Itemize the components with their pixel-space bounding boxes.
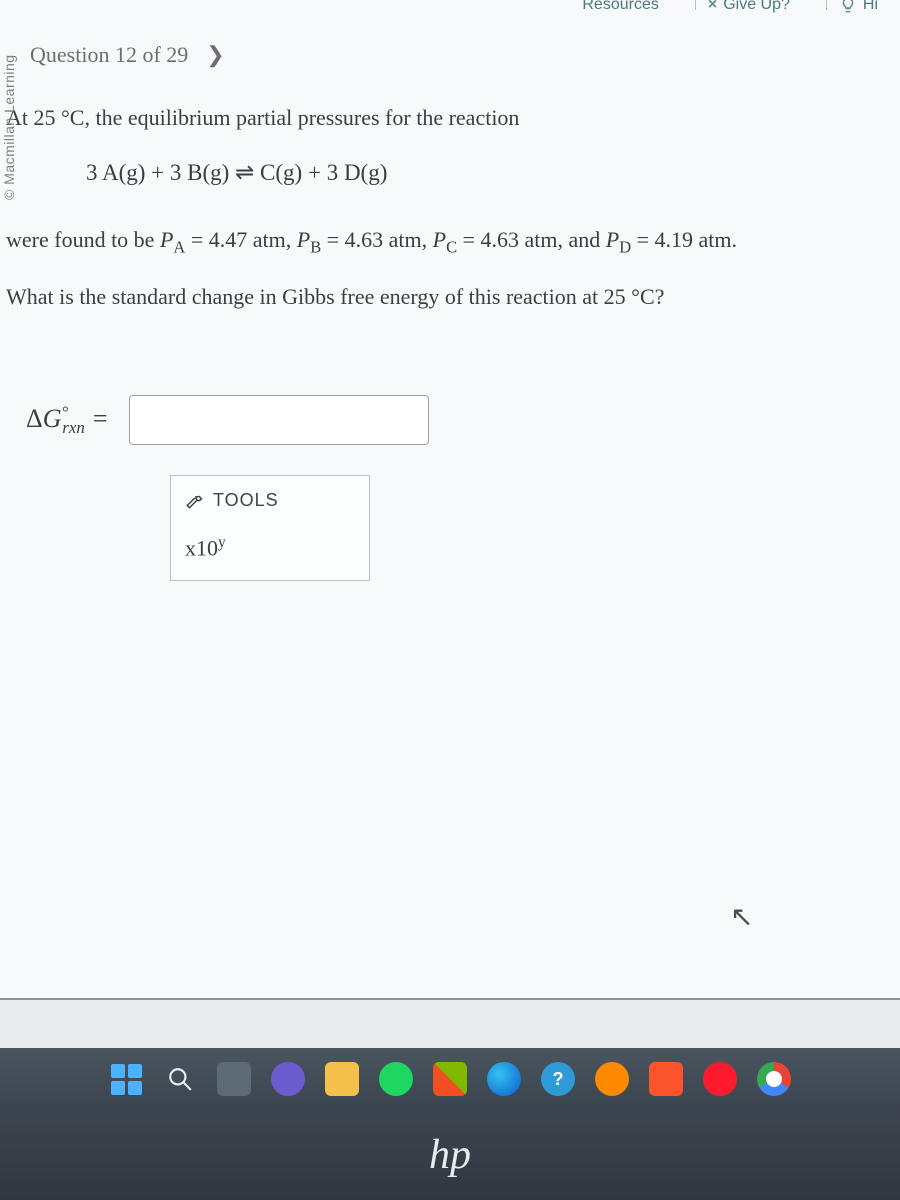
wrench-icon (185, 492, 203, 510)
hint-button[interactable]: Hi (826, 0, 890, 10)
search-icon[interactable] (163, 1062, 197, 1096)
sci-notation-button[interactable]: x10y (171, 526, 369, 581)
help-icon[interactable]: ? (541, 1062, 575, 1096)
file-explorer-icon[interactable] (325, 1062, 359, 1096)
app-orange-icon[interactable] (595, 1062, 629, 1096)
txt: were found to be (6, 227, 160, 252)
give-up-x-icon: × (708, 0, 717, 14)
tools-panel: TOOLS x10y (170, 475, 370, 581)
pc-val: = 4.63 atm, and (457, 227, 606, 252)
question-counter: Question 12 of 29 (30, 42, 188, 68)
chat-icon[interactable] (271, 1062, 305, 1096)
lightbulb-icon (839, 0, 857, 14)
opera-icon[interactable] (703, 1062, 737, 1096)
rxn: rxn (62, 418, 85, 437)
next-question-chevron-icon[interactable]: ❯ (206, 42, 224, 68)
sci-base: x10 (185, 535, 218, 560)
question-line-1: At 25 °C, the equilibrium partial pressu… (6, 100, 880, 136)
chrome-icon[interactable] (757, 1062, 791, 1096)
pb-lbl: P (297, 227, 310, 252)
pd-sub: D (619, 238, 631, 257)
question-line-2: were found to be PA = 4.47 atm, PB = 4.6… (6, 222, 880, 261)
task-view-icon[interactable] (217, 1062, 251, 1096)
laptop-bezel: hp (0, 1110, 900, 1200)
eq: = (85, 404, 109, 433)
answer-input[interactable] (129, 395, 429, 445)
spotify-icon[interactable] (379, 1062, 413, 1096)
resources-button[interactable]: Resources (570, 0, 670, 10)
mouse-cursor-icon: ↖︎ (730, 900, 753, 934)
pc-lbl: P (433, 227, 446, 252)
pc-sub: C (446, 238, 457, 257)
g: G (43, 404, 62, 433)
pa-sub: A (173, 238, 185, 257)
edge-icon[interactable] (487, 1062, 521, 1096)
resources-label: Resources (582, 0, 658, 14)
give-up-label: Give Up? (723, 0, 790, 14)
brave-icon[interactable] (649, 1062, 683, 1096)
start-menu-icon[interactable] (109, 1062, 143, 1096)
hint-label: Hi (863, 0, 878, 14)
reaction-equation: 3 A(g) + 3 B(g) ⇌ C(g) + 3 D(g) (86, 154, 880, 192)
hp-brand-logo: hp (429, 1131, 471, 1179)
question-header: Question 12 of 29 ❯ (0, 10, 900, 92)
give-up-button[interactable]: × Give Up? (695, 0, 802, 10)
pa-val: = 4.47 atm, (185, 227, 296, 252)
pb-sub: B (310, 238, 321, 257)
top-toolbar: Resources × Give Up? Hi (0, 0, 900, 10)
sci-exp: y (218, 534, 226, 551)
tools-header: TOOLS (171, 476, 369, 526)
microsoft-store-icon[interactable] (433, 1062, 467, 1096)
delta: Δ (26, 404, 43, 433)
windows-taskbar: ? (0, 1048, 900, 1110)
answer-variable-label: ΔG°rxn = (26, 398, 109, 442)
pa-lbl: P (160, 227, 173, 252)
pd-val: = 4.19 atm. (631, 227, 737, 252)
pd-lbl: P (606, 227, 619, 252)
quiz-app-screen: Resources × Give Up? Hi Question 12 of 2… (0, 0, 900, 1000)
tools-title: TOOLS (213, 486, 279, 516)
question-line-3: What is the standard change in Gibbs fre… (6, 279, 880, 315)
question-body: © Macmillan Learning At 25 °C, the equil… (0, 100, 900, 581)
copyright-rail: © Macmillan Learning (0, 54, 21, 200)
pb-val: = 4.63 atm, (321, 227, 432, 252)
answer-row: ΔG°rxn = (6, 395, 880, 445)
